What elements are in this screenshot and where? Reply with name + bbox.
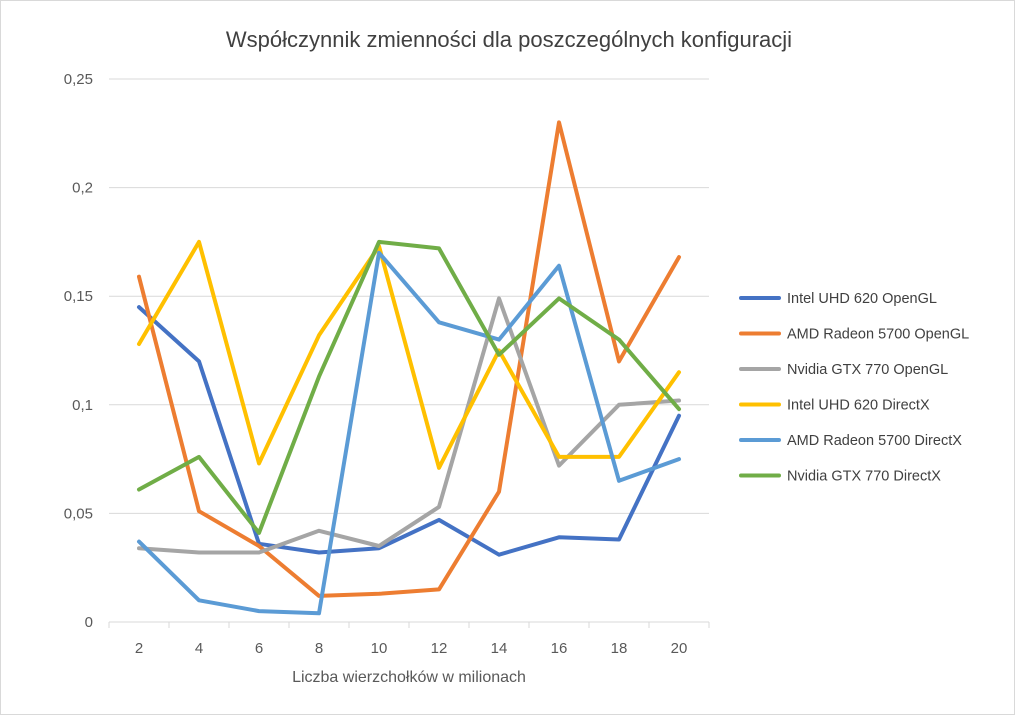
chart-title: Współczynnik zmienności dla poszczególny… (226, 27, 792, 52)
y-tick-label: 0,2 (72, 180, 93, 197)
x-tick-label: 4 (195, 640, 203, 657)
x-axis-title: Liczba wierzchołków w milionach (292, 669, 526, 686)
series-lines (137, 120, 681, 616)
legend-label: Intel UHD 620 DirectX (787, 398, 930, 414)
series-line-4 (137, 239, 681, 470)
y-tick-label: 0,1 (72, 397, 93, 414)
legend-label: AMD Radeon 5700 DirectX (787, 433, 962, 449)
series-line-6 (137, 239, 681, 535)
x-axis-tick-labels: 2 4 6 8 10 12 14 16 18 20 (135, 640, 688, 657)
series-line-5 (137, 250, 681, 616)
x-tick-label: 6 (255, 640, 263, 657)
x-tick-label: 12 (431, 640, 448, 657)
x-tick-label: 10 (371, 640, 388, 657)
series-line-3 (137, 296, 681, 555)
y-axis-tick-labels: 0 0,05 0,1 0,15 0,2 0,25 (64, 71, 93, 631)
y-tick-label: 0,15 (64, 288, 93, 305)
gridlines (109, 78, 709, 514)
legend-label: AMD Radeon 5700 OpenGL (787, 327, 969, 343)
legend: Intel UHD 620 OpenGL AMD Radeon 5700 Open… (739, 291, 969, 485)
x-tick-label: 20 (671, 640, 688, 657)
x-axis (108, 621, 710, 628)
legend-label: Intel UHD 620 OpenGL (787, 291, 937, 307)
y-tick-label: 0,05 (64, 505, 93, 522)
x-tick-label: 2 (135, 640, 143, 657)
x-tick-label: 14 (491, 640, 508, 657)
x-tick-label: 8 (315, 640, 323, 657)
y-tick-label: 0,25 (64, 71, 93, 88)
x-tick-label: 16 (551, 640, 568, 657)
series-line-2 (137, 120, 681, 598)
y-tick-label: 0 (85, 614, 93, 631)
legend-label: Nvidia GTX 770 OpenGL (787, 362, 948, 378)
series-line-1 (137, 305, 681, 557)
legend-label: Nvidia GTX 770 DirectX (787, 469, 941, 485)
x-tick-label: 18 (611, 640, 628, 657)
